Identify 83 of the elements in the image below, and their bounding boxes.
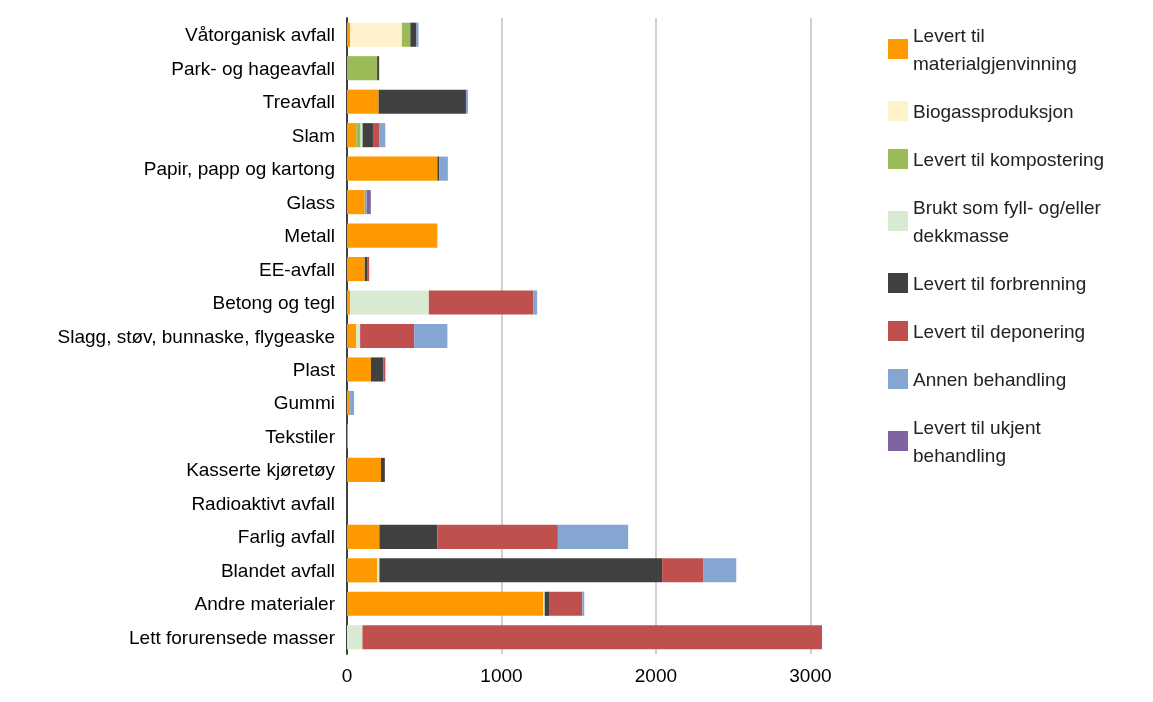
bar [383, 357, 386, 382]
y-tick-label: Metall [284, 225, 335, 247]
bar [347, 89, 379, 114]
bar [362, 625, 822, 650]
bar [347, 56, 378, 81]
bar [378, 89, 466, 114]
x-tick-label: 1000 [480, 665, 523, 686]
bar [356, 123, 361, 148]
y-tick-label: Radioaktivt avfall [191, 492, 335, 514]
bar [379, 558, 663, 583]
y-tick-label: Andre materialer [194, 593, 336, 615]
bar [401, 22, 411, 47]
bar [544, 591, 550, 616]
bar [360, 123, 363, 148]
bar [347, 190, 365, 215]
y-tick-label: Kasserte kjøretøy [186, 459, 336, 481]
legend-label: Levert til ukjent behandling [913, 416, 1047, 466]
bar [370, 357, 384, 382]
y-tick-label: Farlig avfall [237, 526, 335, 548]
bar [362, 123, 373, 148]
y-tick-label: Plast [292, 358, 336, 380]
bar [410, 22, 417, 47]
bar [377, 56, 380, 81]
x-tick-label: 3000 [789, 665, 832, 686]
bar [347, 558, 378, 583]
y-tick-label: Park- og hageavfall [171, 57, 335, 79]
bar [428, 290, 534, 315]
bar [347, 290, 351, 315]
bar [347, 591, 544, 616]
bar [347, 22, 351, 47]
bar [347, 223, 438, 248]
y-tick-label: Treavfall [262, 91, 335, 113]
bar [582, 591, 585, 616]
x-tick-label: 0 [341, 665, 353, 686]
bar [380, 457, 385, 482]
bar [350, 390, 355, 415]
bar [347, 457, 381, 482]
bar [379, 524, 438, 549]
y-tick-label: Slam [291, 124, 335, 146]
bar [347, 257, 365, 282]
legend-label: Levert til forbrenning [913, 272, 1087, 294]
bar [364, 190, 367, 215]
y-tick-label: Våtorganisk avfall [185, 24, 335, 46]
y-tick-label: Papir, papp og kartong [143, 158, 335, 180]
bar [347, 390, 351, 415]
bar [350, 22, 402, 47]
y-tick-label: Betong og tegl [212, 292, 335, 314]
bar [350, 290, 429, 315]
bar [416, 22, 419, 47]
legend-label: Levert til deponering [913, 320, 1086, 342]
bar [437, 156, 440, 181]
bar [356, 323, 361, 349]
legend-label: Annen behandling [913, 368, 1067, 390]
bar [662, 558, 704, 583]
bar [557, 524, 629, 549]
bar [347, 524, 380, 549]
y-tick-label: Blandet avfall [220, 559, 335, 581]
legend-label: Levert til materialgjenvinning [913, 24, 1077, 74]
bar [703, 558, 737, 583]
y-tick-label: Slagg, støv, bunnaske, flygeaske [57, 325, 335, 347]
bar [347, 625, 363, 650]
y-tick-label: Glass [286, 191, 335, 213]
bar [366, 190, 371, 215]
bar [360, 323, 415, 349]
bar [437, 524, 558, 549]
bar [465, 89, 468, 114]
legend-label: Levert til kompostering [913, 148, 1105, 170]
legend-label: Brukt som fyll- og/eller dekkmasse [913, 196, 1107, 246]
y-tick-label: EE-avfall [258, 258, 335, 280]
bar [347, 156, 438, 181]
bar [372, 123, 380, 148]
bar [549, 591, 583, 616]
legend-label: Biogassproduksjon [913, 100, 1074, 122]
bar [414, 323, 448, 349]
bar [347, 323, 357, 349]
bar [347, 357, 371, 382]
bar [533, 290, 538, 315]
bar [347, 123, 357, 148]
bar [439, 156, 448, 181]
y-tick-label: Lett forurensede masser [129, 626, 336, 648]
y-tick-label: Gummi [273, 392, 335, 414]
x-tick-label: 2000 [634, 665, 678, 686]
y-tick-label: Tekstiler [265, 425, 336, 447]
